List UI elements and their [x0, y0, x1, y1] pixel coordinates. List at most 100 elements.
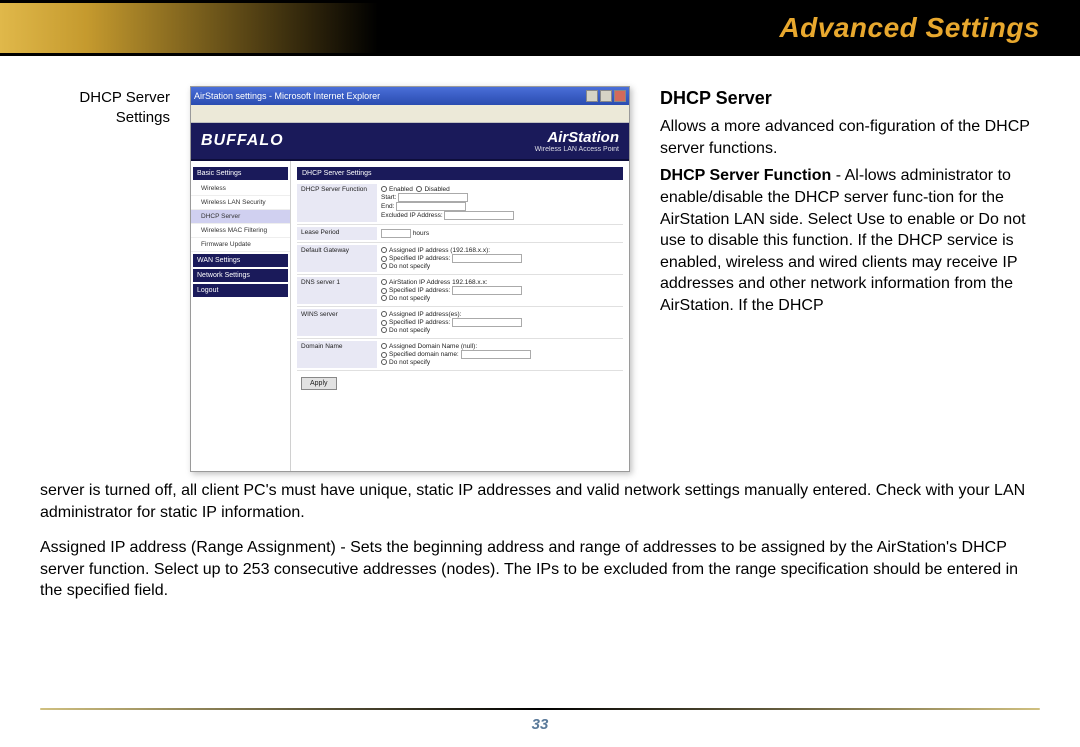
caption-line1: DHCP Server [40, 88, 170, 108]
ip-end-input[interactable] [396, 202, 466, 211]
opt-label: Do not specify [389, 327, 430, 334]
field-label: End: [381, 203, 394, 210]
cfg-label: Default Gateway [297, 245, 377, 272]
cfg-value: Assigned IP address(es): Specified IP ad… [377, 309, 623, 336]
opt-label: Assigned Domain Name (null): [389, 343, 477, 350]
p3: Assigned IP address (Range Assignment) -… [40, 537, 1040, 602]
top-row: DHCP Server Settings AirStation settings… [40, 86, 1040, 472]
gateway-input[interactable] [452, 254, 522, 263]
close-icon[interactable] [614, 90, 626, 102]
cont-paragraph: server is turned off, all client PC's mu… [40, 480, 1040, 523]
config-panel: DHCP Server Settings DHCP Server Functio… [291, 161, 629, 471]
opt-label: Assigned IP address (192.168.x.x): [389, 247, 490, 254]
radio-icon[interactable] [381, 352, 387, 358]
radio-icon[interactable] [381, 247, 387, 253]
cfg-row-wins: WINS server Assigned IP address(es): Spe… [297, 307, 623, 339]
window-toolbar [191, 105, 629, 123]
section-heading: DHCP Server [660, 86, 1040, 110]
opt-label: Specified IP address: [389, 287, 450, 294]
radio-icon[interactable] [381, 186, 387, 192]
sidebar-block-wan[interactable]: WAN Settings [193, 254, 288, 267]
cfg-row-domain: Domain Name Assigned Domain Name (null):… [297, 339, 623, 371]
product-block: AirStation Wireless LAN Access Point [535, 129, 619, 153]
sidebar-block-basic[interactable]: Basic Settings [193, 167, 288, 180]
radio-icon[interactable] [381, 359, 387, 365]
lease-input[interactable] [381, 229, 411, 238]
cfg-row-gateway: Default Gateway Assigned IP address (192… [297, 243, 623, 275]
wins-input[interactable] [452, 318, 522, 327]
field-label: Start: [381, 194, 397, 201]
window-buttons [586, 90, 626, 102]
radio-label: Disabled [424, 186, 449, 193]
sidebar-item-firmware[interactable]: Firmware Update [191, 238, 290, 252]
config-header: DHCP Server Settings [297, 167, 623, 180]
radio-icon[interactable] [381, 327, 387, 333]
radio-icon[interactable] [416, 186, 422, 192]
browser-window: AirStation settings - Microsoft Internet… [190, 86, 630, 472]
sidebar-item-mac[interactable]: Wireless MAC Filtering [191, 224, 290, 238]
cfg-row-lease: Lease Period hours [297, 225, 623, 243]
sidebar-block-logout[interactable]: Logout [193, 284, 288, 297]
p3-bold: Assigned IP address (Range Assignment) [40, 539, 336, 556]
cfg-label: Domain Name [297, 341, 377, 368]
opt-label: Do not specify [389, 359, 430, 366]
opt-label: Specified domain name: [389, 351, 459, 358]
window-title: AirStation settings - Microsoft Internet… [194, 91, 380, 101]
lower-text: server is turned off, all client PC's mu… [40, 480, 1040, 602]
cfg-value: hours [377, 227, 623, 240]
domain-input[interactable] [461, 350, 531, 359]
opt-label: Do not specify [389, 295, 430, 302]
cfg-label: DNS server 1 [297, 277, 377, 304]
brand-logo: BUFFALO [201, 132, 284, 150]
screenshot-caption: DHCP Server Settings [40, 86, 170, 472]
ip-start-input[interactable] [398, 193, 468, 202]
field-label: Excluded IP Address: [381, 212, 443, 219]
radio-icon[interactable] [381, 320, 387, 326]
radio-icon[interactable] [381, 311, 387, 317]
sidebar-item-wireless[interactable]: Wireless [191, 182, 290, 196]
radio-icon[interactable] [381, 288, 387, 294]
cfg-value: Assigned IP address (192.168.x.x): Speci… [377, 245, 623, 272]
sidebar-item-dhcp[interactable]: DHCP Server [191, 210, 290, 224]
product-subtitle: Wireless LAN Access Point [535, 146, 619, 153]
desc-p2-bold: DHCP Server Function [660, 167, 831, 184]
page-banner: Advanced Settings [0, 0, 1080, 56]
page-number: 33 [0, 710, 1080, 747]
opt-label: Assigned IP address(es): [389, 311, 462, 318]
opt-label: Specified IP address: [389, 319, 450, 326]
sidebar: Basic Settings Wireless Wireless LAN Sec… [191, 161, 291, 471]
cfg-value: AirStation IP Address 192.168.x.x: Speci… [377, 277, 623, 304]
screenshot-column: AirStation settings - Microsoft Internet… [190, 86, 630, 472]
desc-p2-rest: - Al-lows administrator to enable/disabl… [660, 167, 1026, 314]
radio-label: Enabled [389, 186, 413, 193]
apply-button[interactable]: Apply [301, 377, 337, 390]
unit-label: hours [413, 230, 429, 237]
sidebar-item-security[interactable]: Wireless LAN Security [191, 196, 290, 210]
maximize-icon[interactable] [600, 90, 612, 102]
window-titlebar: AirStation settings - Microsoft Internet… [191, 87, 629, 105]
sidebar-block-network[interactable]: Network Settings [193, 269, 288, 282]
dns-input[interactable] [452, 286, 522, 295]
radio-icon[interactable] [381, 279, 387, 285]
cfg-row-function: DHCP Server Function Enabled Disabled St… [297, 182, 623, 225]
cfg-label: WINS server [297, 309, 377, 336]
description-column: DHCP Server Allows a more advanced con-f… [650, 86, 1040, 472]
cfg-value: Assigned Domain Name (null): Specified d… [377, 341, 623, 368]
cfg-label: Lease Period [297, 227, 377, 240]
radio-icon[interactable] [381, 343, 387, 349]
radio-icon[interactable] [381, 256, 387, 262]
opt-label: AirStation IP Address 192.168.x.x: [389, 279, 488, 286]
opt-label: Specified IP address: [389, 255, 450, 262]
page-body: DHCP Server Settings AirStation settings… [0, 56, 1080, 698]
minimize-icon[interactable] [586, 90, 598, 102]
ip-excl-input[interactable] [444, 211, 514, 220]
caption-line2: Settings [40, 108, 170, 128]
opt-label: Do not specify [389, 263, 430, 270]
cfg-row-dns: DNS server 1 AirStation IP Address 192.1… [297, 275, 623, 307]
radio-icon[interactable] [381, 295, 387, 301]
radio-icon[interactable] [381, 263, 387, 269]
desc-p2: DHCP Server Function - Al-lows administr… [660, 165, 1040, 316]
product-name: AirStation [535, 129, 619, 146]
app-header: BUFFALO AirStation Wireless LAN Access P… [191, 123, 629, 161]
cfg-label: DHCP Server Function [297, 184, 377, 222]
